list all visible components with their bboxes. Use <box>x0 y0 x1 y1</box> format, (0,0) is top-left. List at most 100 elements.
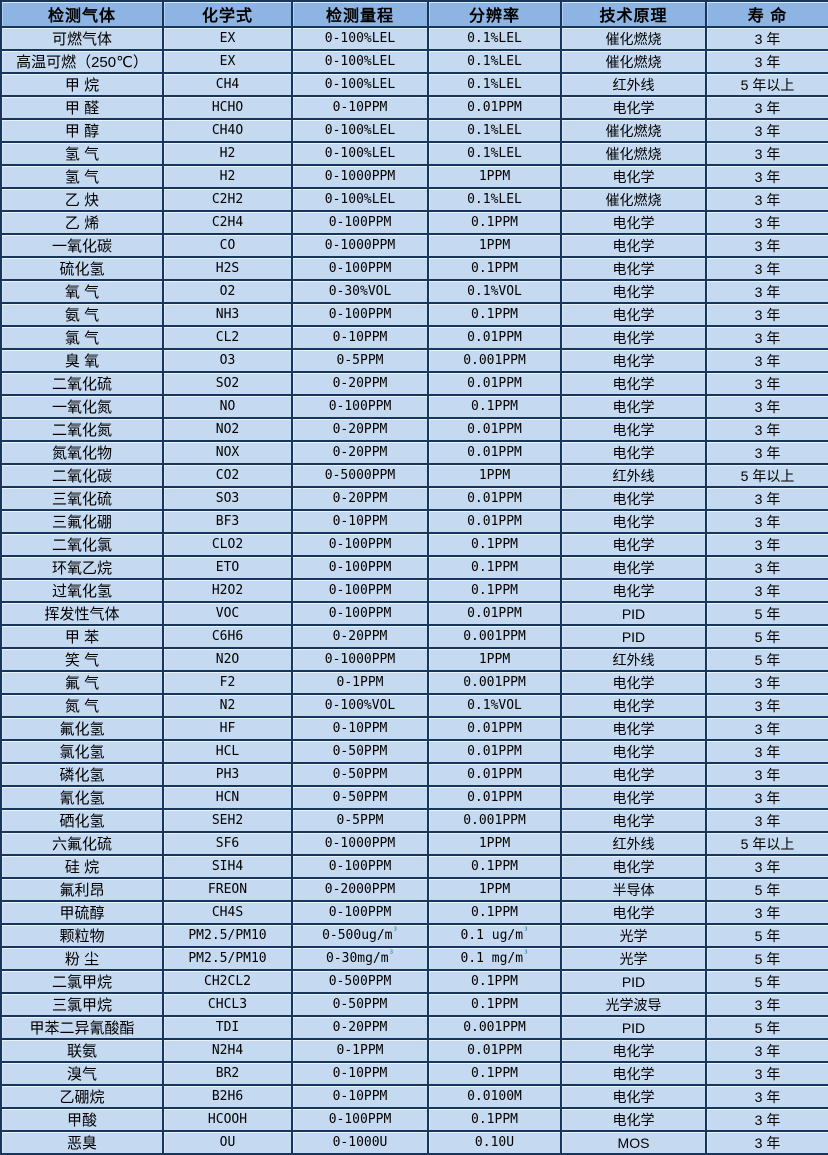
cell-detection-range: 0-20PPM <box>291 417 429 442</box>
cell-technology: 电化学 <box>560 716 707 741</box>
table-row: 氮 气 N2 0-100%VOL 0.1%VOL 电化学 3 年 <box>0 693 828 718</box>
cell-detection-range: 0-1000U <box>291 1130 429 1155</box>
cell-lifespan: 3 年 <box>705 739 828 764</box>
cell-gas-name: 二氧化硫 <box>0 371 164 396</box>
cell-gas-name: 三氟化硼 <box>0 509 164 534</box>
cell-chemical-formula: C6H6 <box>162 624 293 649</box>
table-row: 二氯甲烷 CH2CL2 0-500PPM 0.1PPM PID 5 年 <box>0 969 828 994</box>
cell-gas-name: 氯化氢 <box>0 739 164 764</box>
cell-lifespan: 5 年 <box>705 877 828 902</box>
cell-chemical-formula: CHCL3 <box>162 992 293 1017</box>
cell-detection-range: 0-5PPM <box>291 808 429 833</box>
cell-technology: MOS <box>560 1130 707 1155</box>
table-row: 恶臭 OU 0-1000U 0.10U MOS 3 年 <box>0 1130 828 1155</box>
cell-technology: 电化学 <box>560 302 707 327</box>
cell-lifespan: 3 年 <box>705 256 828 281</box>
cell-resolution: 0.1PPM <box>427 900 562 925</box>
cell-gas-name: 颗粒物 <box>0 923 164 948</box>
cell-chemical-formula: CH2CL2 <box>162 969 293 994</box>
cell-resolution: 0.1PPM <box>427 992 562 1017</box>
cell-detection-range: 0-10PPM <box>291 325 429 350</box>
cell-gas-name: 氮 气 <box>0 693 164 718</box>
cell-resolution: 0.1%LEL <box>427 72 562 97</box>
cell-resolution: 0.01PPM <box>427 509 562 534</box>
cell-detection-range: 0-100%LEL <box>291 26 429 51</box>
cell-lifespan: 3 年 <box>705 1038 828 1063</box>
table-row: 氟 气 F2 0-1PPM 0.001PPM 电化学 3 年 <box>0 670 828 695</box>
cell-detection-range: 0-100%LEL <box>291 72 429 97</box>
cell-resolution: 0.1PPM <box>427 969 562 994</box>
cell-lifespan: 3 年 <box>705 348 828 373</box>
cell-detection-range: 0-30mg/m³ <box>291 946 429 971</box>
cell-resolution: 0.01PPM <box>427 785 562 810</box>
cell-gas-name: 三氧化硫 <box>0 486 164 511</box>
cell-lifespan: 3 年 <box>705 578 828 603</box>
cell-lifespan: 3 年 <box>705 26 828 51</box>
cell-gas-name: 一氧化氮 <box>0 394 164 419</box>
cell-detection-range: 0-500PPM <box>291 969 429 994</box>
cell-technology: 电化学 <box>560 509 707 534</box>
cell-detection-range: 0-20PPM <box>291 440 429 465</box>
cell-detection-range: 0-20PPM <box>291 1015 429 1040</box>
cell-technology: 催化燃烧 <box>560 49 707 74</box>
cell-technology: 光学 <box>560 923 707 948</box>
table-row: 甲硫醇 CH4S 0-100PPM 0.1PPM 电化学 3 年 <box>0 900 828 925</box>
cell-lifespan: 5 年 <box>705 601 828 626</box>
cell-gas-name: 硒化氢 <box>0 808 164 833</box>
cell-detection-range: 0-100PPM <box>291 256 429 281</box>
cell-chemical-formula: H2S <box>162 256 293 281</box>
cell-gas-name: 氮氧化物 <box>0 440 164 465</box>
cell-chemical-formula: CH4S <box>162 900 293 925</box>
cell-chemical-formula: SO2 <box>162 371 293 396</box>
cell-gas-name: 乙硼烷 <box>0 1084 164 1109</box>
cell-lifespan: 5 年以上 <box>705 463 828 488</box>
table-row: 氟利昂 FREON 0-2000PPM 1PPM 半导体 5 年 <box>0 877 828 902</box>
cell-detection-range: 0-100%LEL <box>291 187 429 212</box>
cell-technology: 电化学 <box>560 210 707 235</box>
cell-chemical-formula: PM2.5/PM10 <box>162 946 293 971</box>
table-row: 三氟化硼 BF3 0-10PPM 0.01PPM 电化学 3 年 <box>0 509 828 534</box>
cell-technology: 电化学 <box>560 785 707 810</box>
cell-lifespan: 3 年 <box>705 279 828 304</box>
cell-chemical-formula: PH3 <box>162 762 293 787</box>
cell-chemical-formula: EX <box>162 49 293 74</box>
table-row: 乙 烯 C2H4 0-100PPM 0.1PPM 电化学 3 年 <box>0 210 828 235</box>
cell-detection-range: 0-100%LEL <box>291 118 429 143</box>
cell-detection-range: 0-100PPM <box>291 394 429 419</box>
cell-detection-range: 0-100%LEL <box>291 49 429 74</box>
cell-resolution: 0.1PPM <box>427 302 562 327</box>
table-row: 一氧化碳 CO 0-1000PPM 1PPM 电化学 3 年 <box>0 233 828 258</box>
cell-gas-name: 氟利昂 <box>0 877 164 902</box>
table-body: 可燃气体 EX 0-100%LEL 0.1%LEL 催化燃烧 3 年 高温可燃（… <box>0 26 828 1155</box>
cell-detection-range: 0-50PPM <box>291 762 429 787</box>
cell-detection-range: 0-5PPM <box>291 348 429 373</box>
cell-detection-range: 0-1000PPM <box>291 647 429 672</box>
cell-technology: 电化学 <box>560 900 707 925</box>
cell-gas-name: 氢 气 <box>0 141 164 166</box>
cell-detection-range: 0-100PPM <box>291 601 429 626</box>
table-row: 氰化氢 HCN 0-50PPM 0.01PPM 电化学 3 年 <box>0 785 828 810</box>
cell-resolution: 0.1PPM <box>427 1107 562 1132</box>
cell-resolution: 1PPM <box>427 831 562 856</box>
cell-chemical-formula: C2H4 <box>162 210 293 235</box>
cell-chemical-formula: SEH2 <box>162 808 293 833</box>
cell-resolution: 0.1 mg/m³ <box>427 946 562 971</box>
cell-chemical-formula: HCL <box>162 739 293 764</box>
cell-lifespan: 3 年 <box>705 302 828 327</box>
cell-gas-name: 二氯甲烷 <box>0 969 164 994</box>
cell-lifespan: 3 年 <box>705 854 828 879</box>
cell-technology: 电化学 <box>560 417 707 442</box>
table-row: 笑 气 N2O 0-1000PPM 1PPM 红外线 5 年 <box>0 647 828 672</box>
table-row: 二氧化氮 NO2 0-20PPM 0.01PPM 电化学 3 年 <box>0 417 828 442</box>
cell-gas-name: 三氯甲烷 <box>0 992 164 1017</box>
cell-gas-name: 硫化氢 <box>0 256 164 281</box>
cell-technology: 电化学 <box>560 1084 707 1109</box>
cell-detection-range: 0-100PPM <box>291 1107 429 1132</box>
table-row: 三氯甲烷 CHCL3 0-50PPM 0.1PPM 光学波导 3 年 <box>0 992 828 1017</box>
cell-chemical-formula: CO2 <box>162 463 293 488</box>
table-row: 氢 气 H2 0-1000PPM 1PPM 电化学 3 年 <box>0 164 828 189</box>
header-lifespan: 寿 命 <box>705 0 828 28</box>
cell-gas-name: 磷化氢 <box>0 762 164 787</box>
cell-lifespan: 3 年 <box>705 509 828 534</box>
cell-detection-range: 0-1PPM <box>291 670 429 695</box>
